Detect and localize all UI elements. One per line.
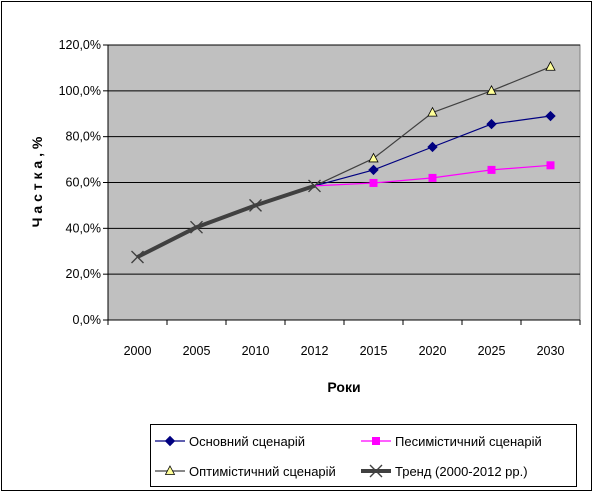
gridlines [107,44,580,321]
x-axis-title: Роки [327,379,360,395]
x-tick-label: 2012 [301,344,329,358]
x-tick-label: 2010 [242,344,270,358]
legend-marker [164,435,176,447]
y-axis-title: Ч а с т к а , % [29,136,45,227]
legend-marker [372,437,380,445]
legend-items: Основний сценарій Песимістичний сценарій О… [155,434,542,479]
series-line [136,184,316,259]
series-point [487,165,496,174]
legend-marker [369,464,383,478]
y-tick-label: 20,0% [66,267,101,281]
legend-label: Тренд (2000-2012 рр.) [395,464,528,479]
x-tick-label: 2025 [478,344,506,358]
x-tick-label: 2015 [360,344,388,358]
series-point [369,178,378,187]
series-point [131,250,144,264]
series-point [486,84,497,95]
series-point [486,118,497,130]
y-tick-label: 0,0% [73,313,102,327]
series-point [368,152,379,163]
legend: Основний сценарій Песимістичний сценарій О… [150,424,577,487]
y-tick-label: 60,0% [66,176,101,190]
y-tick-label: 120,0% [59,38,101,52]
x-tick-label: 2005 [183,344,211,358]
x-tick-label: 2000 [124,344,152,358]
series-point [428,173,437,182]
series-point [427,141,438,153]
series-point [545,60,556,71]
series-point [190,220,203,234]
legend-marker [164,465,176,475]
x-tick-label: 2030 [537,344,565,358]
y-axis-ticks: 0,0% 20,0% 40,0% 60,0% 80,0% 100,0% 120,0% [59,38,108,327]
series-point [545,110,556,122]
series-point [308,179,321,193]
series-point [546,161,555,170]
legend-label: Песимістичний сценарій [395,434,542,449]
y-tick-label: 80,0% [66,130,101,144]
legend-label: Оптимістичний сценарій [189,464,336,479]
series-point [368,164,379,176]
y-tick-label: 100,0% [59,84,101,98]
legend-label: Основний сценарій [189,434,305,449]
series-point [427,106,438,117]
series-lines [131,60,556,264]
y-tick-label: 40,0% [66,221,101,235]
x-axis-ticks: 2000 2005 2010 2012 2015 2020 2025 2030 [107,320,581,358]
series-point [249,198,262,212]
x-tick-label: 2020 [419,344,447,358]
